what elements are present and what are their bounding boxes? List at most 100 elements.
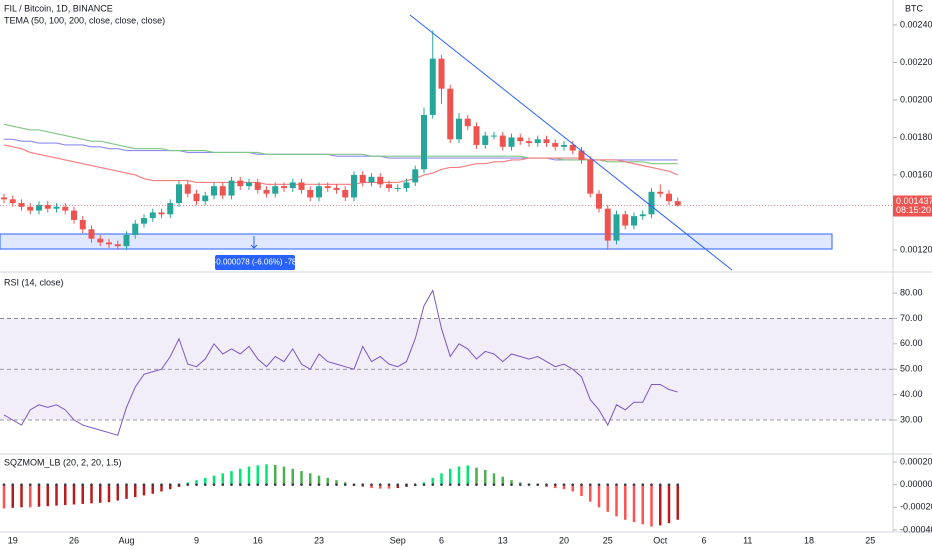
squeeze-dot [151,483,155,486]
momentum-bar [282,466,286,485]
candle-body [648,191,655,215]
squeeze-dot [483,483,487,486]
squeeze-dot [291,483,295,486]
momentum-bar [160,484,163,492]
squeeze-dot [343,483,347,486]
candle-body [193,193,200,202]
squeeze-dot [335,483,338,486]
squeeze-dot [527,483,531,486]
candle-body [298,182,305,190]
squeeze-dot [107,483,111,486]
squeeze-dot [133,483,137,486]
candle-body [403,182,410,189]
squeeze-dot [2,483,6,486]
momentum-bar [510,480,513,485]
squeeze-dot [247,483,251,486]
candle-body [246,182,252,187]
y-tick-label: 80.00 [900,287,923,297]
momentum-bar [650,484,653,527]
candle-body [79,219,86,230]
squeeze-dot [606,483,610,486]
momentum-bar [247,466,251,485]
squeeze-dot [308,483,312,486]
y-tick-label: 0.000000 [900,479,932,489]
momentum-bar [204,477,207,485]
squeeze-dot [518,483,522,486]
y-tick-label: 40.00 [900,389,923,399]
squeeze-dot [221,483,225,486]
momentum-bar [379,484,382,489]
sqz-title: SQZMOM_LB (20, 2, 20, 1.5) [4,457,122,467]
squeeze-dot [63,483,67,486]
squeeze-dot [273,483,277,486]
squeeze-dot [11,483,15,486]
momentum-bar [615,484,618,517]
tema-line [3,144,678,185]
squeeze-dot [142,483,146,486]
candle-body [368,176,375,183]
candle-body [9,199,16,204]
candle-body [176,184,182,204]
candle-body [394,188,401,190]
candle-body [499,135,506,147]
squeeze-dot [580,483,583,486]
candle-body [272,186,279,194]
candle-body [307,189,314,198]
candle-body [587,159,594,194]
squeeze-dot [116,483,120,486]
momentum-bar [317,475,321,485]
candle-body [342,189,349,198]
trend-line[interactable] [409,14,733,271]
candle-body [62,206,69,211]
momentum-bar [300,471,303,485]
momentum-bar [475,467,478,485]
squeeze-dot [422,483,426,486]
momentum-bar [291,468,294,485]
momentum-bar [676,484,679,520]
candle-body [123,234,130,247]
candle-body [421,114,427,170]
candle-body [482,135,489,145]
squeeze-dot [588,483,592,486]
candle-body [158,212,165,215]
squeeze-dot [405,483,408,486]
candle-body [36,204,42,211]
squeeze-dot [90,483,93,486]
candle-body [53,206,60,209]
squeeze-dot [230,483,233,486]
momentum-bar [396,484,399,489]
squeeze-dot [510,483,513,486]
time-tick-label: Sep [390,535,406,545]
squeeze-dot [562,483,566,486]
candle-body [622,214,629,226]
momentum-bar [239,468,242,485]
momentum-bar [370,484,373,489]
squeeze-dot [440,483,443,486]
tema-line [3,123,678,165]
squeeze-dot [545,483,548,486]
candle-body [447,88,454,140]
momentum-bar [169,484,172,490]
candle-body [1,197,7,200]
candle-body [18,203,25,207]
momentum-bar [659,484,662,526]
candle-body [219,186,226,196]
momentum-bar [195,480,198,485]
candle-body [569,144,576,151]
y-tick-label: 60.00 [900,338,923,348]
momentum-bar [624,484,627,520]
squeeze-dot [125,483,128,486]
candle-body [596,193,602,209]
momentum-bar [554,484,557,489]
candle-body [263,189,270,194]
momentum-bar [46,484,49,507]
time-tick-label: 11 [743,535,752,545]
momentum-bar [221,473,224,485]
squeeze-dot [571,483,575,486]
squeeze-dot [553,483,557,486]
